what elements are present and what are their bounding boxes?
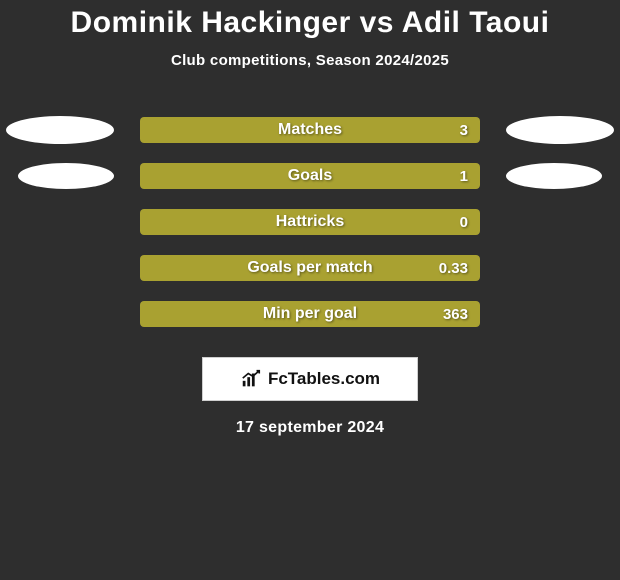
- stat-label: Matches: [140, 121, 480, 139]
- stat-value: 3: [460, 122, 468, 139]
- side-ellipse: [506, 163, 602, 189]
- stat-bar: Goals per match0.33: [140, 255, 480, 281]
- side-ellipse: [18, 163, 114, 189]
- stat-label: Goals per match: [140, 259, 480, 277]
- stat-label: Min per goal: [140, 305, 480, 323]
- stat-row: Hattricks0: [0, 199, 620, 245]
- stat-row: Min per goal363: [0, 291, 620, 337]
- side-ellipse: [506, 116, 614, 144]
- stat-value: 0.33: [439, 260, 468, 277]
- stat-label: Hattricks: [140, 213, 480, 231]
- side-ellipse: [6, 116, 114, 144]
- stat-value: 1: [460, 168, 468, 185]
- stat-bar: Goals1: [140, 163, 480, 189]
- page-title: Dominik Hackinger vs Adil Taoui: [0, 0, 620, 40]
- stat-bar: Min per goal363: [140, 301, 480, 327]
- stat-row: Goals per match0.33: [0, 245, 620, 291]
- comparison-infographic: Dominik Hackinger vs Adil Taoui Club com…: [0, 0, 620, 580]
- brand-text: FcTables.com: [268, 369, 380, 389]
- brand-box: FcTables.com: [202, 357, 418, 401]
- date-text: 17 september 2024: [0, 419, 620, 437]
- stat-value: 363: [443, 306, 468, 323]
- stat-row: Goals1: [0, 153, 620, 199]
- stat-bar: Matches3: [140, 117, 480, 143]
- subtitle: Club competitions, Season 2024/2025: [0, 52, 620, 69]
- stat-value: 0: [460, 214, 468, 231]
- stat-row: Matches3: [0, 107, 620, 153]
- stat-label: Goals: [140, 167, 480, 185]
- stat-bar: Hattricks0: [140, 209, 480, 235]
- bar-chart-icon: [240, 368, 262, 390]
- stat-rows: Matches3Goals1Hattricks0Goals per match0…: [0, 107, 620, 337]
